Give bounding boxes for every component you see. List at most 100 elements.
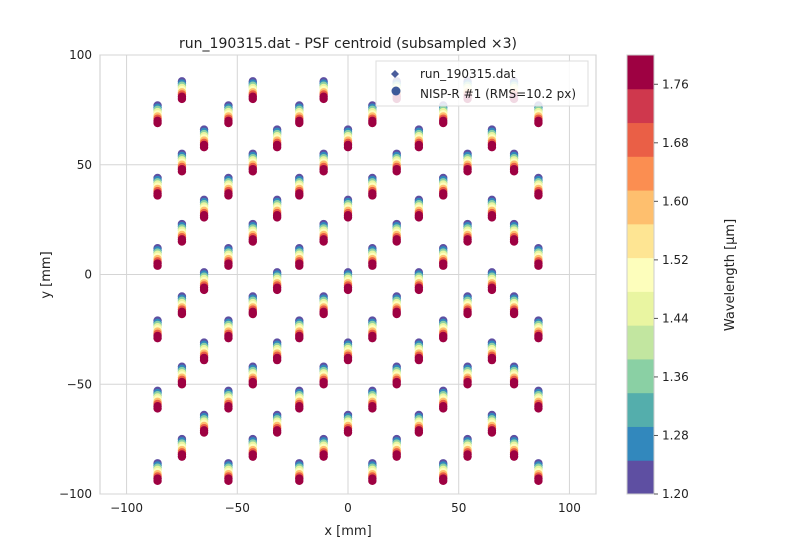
psf-centroid-point xyxy=(343,355,353,365)
psf-centroid-point xyxy=(368,476,377,486)
colorbar-tick-label: 1.44 xyxy=(662,311,689,325)
psf-centroid-point xyxy=(177,309,187,319)
psf-centroid-point xyxy=(295,476,304,486)
psf-centroid-point xyxy=(248,94,257,104)
x-tick-label: 100 xyxy=(558,501,581,515)
psf-centroid-point xyxy=(487,355,497,365)
psf-centroid-point xyxy=(224,404,233,413)
psf-centroid-point xyxy=(177,237,187,246)
psf-centroid-point xyxy=(463,309,472,319)
psf-centroid-point xyxy=(392,380,401,389)
psf-centroid-point xyxy=(248,309,257,319)
colorbar-segment xyxy=(627,122,654,157)
x-tick-label: 0 xyxy=(344,501,352,515)
psf-centroid-point xyxy=(343,213,353,222)
psf-centroid-point xyxy=(319,309,328,319)
legend-label-run: run_190315.dat xyxy=(420,67,516,81)
psf-centroid-point xyxy=(295,118,304,128)
psf-centroid-point xyxy=(509,309,519,319)
psf-centroid-point xyxy=(509,452,519,461)
psf-centroid-point xyxy=(153,191,162,200)
psf-centroid-point xyxy=(199,213,209,222)
psf-centroid-point xyxy=(439,118,448,128)
colorbar-tick-label: 1.36 xyxy=(662,370,689,384)
psf-centroid-point xyxy=(368,191,377,200)
psf-centroid-point xyxy=(414,355,424,365)
psf-centroid-point xyxy=(295,404,304,413)
colorbar-segment xyxy=(627,291,654,326)
colorbar-tick-label: 1.76 xyxy=(662,77,689,91)
psf-centroid-point xyxy=(487,285,497,295)
psf-centroid-point xyxy=(319,94,328,104)
psf-centroid-point xyxy=(463,452,472,461)
colorbar-segment xyxy=(627,257,654,292)
psf-centroid-point xyxy=(248,380,257,389)
y-tick-label: 0 xyxy=(84,268,92,282)
colorbar-segment xyxy=(627,358,654,394)
colorbar-segment xyxy=(627,223,654,259)
psf-centroid-point xyxy=(319,167,328,176)
plot-area xyxy=(99,54,597,495)
x-axis-label: x [mm] xyxy=(324,524,371,539)
psf-centroid-point xyxy=(463,167,472,176)
psf-centroid-point xyxy=(319,237,328,246)
psf-centroid-point xyxy=(534,261,543,270)
x-tick-label: 50 xyxy=(451,501,466,515)
psf-centroid-point xyxy=(414,285,424,295)
colorbar-segment xyxy=(627,55,654,90)
colorbar-segment xyxy=(627,392,654,427)
psf-centroid-point xyxy=(248,167,257,176)
psf-centroid-point xyxy=(177,380,187,389)
psf-centroid-point xyxy=(272,142,282,152)
psf-centroid-point xyxy=(534,404,543,413)
colorbar-segment xyxy=(627,426,654,461)
psf-centroid-point xyxy=(153,118,162,128)
psf-centroid-point xyxy=(224,118,233,128)
legend-markers-nisp xyxy=(391,86,401,96)
y-tick-label: 100 xyxy=(69,48,92,62)
psf-centroid-point xyxy=(272,213,282,222)
psf-centroid-point xyxy=(439,404,448,413)
psf-centroid-point xyxy=(248,237,257,246)
legend-label-nisp: NISP-R #1 (RMS=10.2 px) xyxy=(420,87,576,101)
psf-centroid-point xyxy=(487,428,497,437)
psf-centroid-point xyxy=(319,452,328,461)
psf-centroid-point xyxy=(199,285,209,295)
colorbar-tick-label: 1.68 xyxy=(662,136,689,150)
colorbar-tick-label: 1.60 xyxy=(662,194,689,208)
psf-centroid-point xyxy=(463,237,472,246)
psf-centroid-point xyxy=(177,94,187,104)
psf-centroid-point xyxy=(368,261,377,270)
psf-centroid-point xyxy=(224,261,233,270)
psf-centroid-point xyxy=(439,191,448,200)
psf-centroid-point xyxy=(439,476,448,486)
y-axis-label: y [mm] xyxy=(39,251,54,298)
psf-centroid-point xyxy=(463,380,472,389)
psf-centroid-point xyxy=(509,167,519,176)
psf-centroid-point xyxy=(534,476,543,486)
psf-centroid-point xyxy=(199,142,209,152)
psf-centroid-point xyxy=(272,355,282,365)
psf-centroid-point xyxy=(224,333,233,343)
psf-centroid-point xyxy=(534,118,543,128)
psf-centroid-point xyxy=(272,285,282,295)
y-tick-label: −100 xyxy=(59,487,92,501)
psf-centroid-point xyxy=(153,404,162,413)
x-axis-ticks: −100 −50 0 50 100 xyxy=(110,501,581,515)
psf-centroid-point xyxy=(343,428,353,437)
psf-centroid-point xyxy=(295,191,304,200)
psf-centroid-point xyxy=(177,167,187,176)
psf-centroid-point xyxy=(295,261,304,270)
psf-centroid-point xyxy=(368,118,377,128)
legend-box xyxy=(375,60,589,107)
psf-centroid-point xyxy=(153,476,162,486)
psf-centroid-point xyxy=(224,476,233,486)
colorbar-ticks: 1.20 1.28 1.36 1.44 1.52 1.60 1.68 1.76 xyxy=(654,77,689,501)
colorbar-tick-label: 1.52 xyxy=(662,253,689,267)
psf-centroid-point xyxy=(392,167,401,176)
colorbar-segments xyxy=(627,55,654,495)
psf-centroid-point xyxy=(368,404,377,413)
psf-centroid-point xyxy=(153,333,162,343)
psf-centroid-point xyxy=(509,237,519,246)
